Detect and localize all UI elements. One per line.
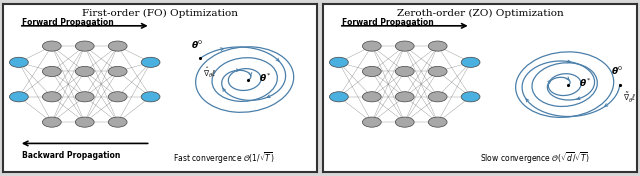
Circle shape [461, 57, 480, 67]
Text: Forward Propagation: Forward Propagation [22, 18, 114, 27]
Circle shape [76, 41, 94, 51]
Circle shape [461, 92, 480, 102]
Text: $\boldsymbol{\theta}^0$: $\boldsymbol{\theta}^0$ [611, 65, 623, 77]
Circle shape [362, 66, 381, 77]
Circle shape [42, 92, 61, 102]
Circle shape [362, 92, 381, 102]
Text: $\hat{\nabla}_\theta\ell$: $\hat{\nabla}_\theta\ell$ [204, 65, 216, 80]
Circle shape [108, 92, 127, 102]
Circle shape [42, 41, 61, 51]
Circle shape [428, 92, 447, 102]
Circle shape [108, 41, 127, 51]
Circle shape [76, 92, 94, 102]
Circle shape [141, 57, 160, 67]
Circle shape [42, 66, 61, 77]
Circle shape [396, 66, 414, 77]
Text: Slow convergence $\mathcal{O}(\sqrt{d}/\sqrt{T})$: Slow convergence $\mathcal{O}(\sqrt{d}/\… [480, 150, 590, 166]
Text: $\boldsymbol{\theta}^*$: $\boldsymbol{\theta}^*$ [259, 72, 271, 84]
Circle shape [10, 57, 28, 67]
Circle shape [428, 66, 447, 77]
Text: $\tilde{\nabla}_\theta\ell$: $\tilde{\nabla}_\theta\ell$ [623, 91, 636, 105]
Circle shape [42, 117, 61, 127]
Circle shape [330, 92, 348, 102]
Text: $\boldsymbol{\theta}^0$: $\boldsymbol{\theta}^0$ [191, 38, 203, 51]
Circle shape [396, 117, 414, 127]
Circle shape [76, 117, 94, 127]
Text: Forward Propagation: Forward Propagation [342, 18, 434, 27]
Circle shape [141, 92, 160, 102]
Circle shape [108, 117, 127, 127]
Circle shape [428, 41, 447, 51]
Text: $\boldsymbol{\theta}^*$: $\boldsymbol{\theta}^*$ [579, 77, 591, 89]
Circle shape [330, 57, 348, 67]
Circle shape [362, 117, 381, 127]
Circle shape [396, 92, 414, 102]
Circle shape [10, 92, 28, 102]
Text: First-order (FO) Optimization: First-order (FO) Optimization [82, 9, 238, 18]
Text: Backward Propagation: Backward Propagation [22, 151, 120, 160]
Circle shape [76, 66, 94, 77]
Text: Zeroth-order (ZO) Optimization: Zeroth-order (ZO) Optimization [397, 9, 563, 18]
Circle shape [428, 117, 447, 127]
Circle shape [108, 66, 127, 77]
Circle shape [362, 41, 381, 51]
Circle shape [396, 41, 414, 51]
Text: Fast convergence $\mathcal{O}(1/\sqrt{T})$: Fast convergence $\mathcal{O}(1/\sqrt{T}… [173, 150, 275, 166]
